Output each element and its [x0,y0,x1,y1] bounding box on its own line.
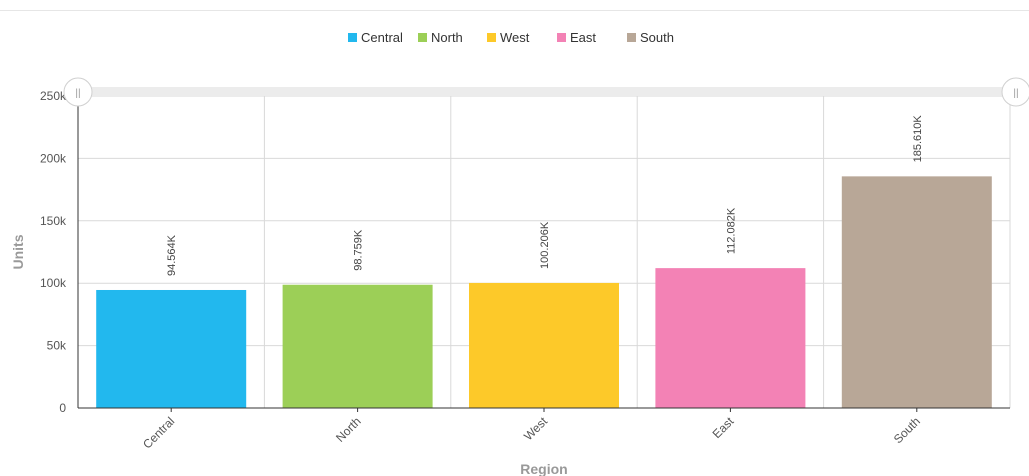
legend-label: South [640,29,674,45]
legend-swatch [627,32,636,42]
data-label: 185.610K [912,115,924,163]
legend-swatch [348,32,357,42]
y-tick-label: 100k [40,276,67,290]
legend-item-south[interactable]: South [627,28,674,46]
legend-swatch [487,32,496,42]
top-divider [0,10,1029,11]
y-axis-label: Units [10,234,26,269]
handle-circle[interactable] [1001,77,1029,107]
bar-south[interactable] [841,176,992,408]
legend-label: West [500,29,530,45]
data-label: 100.206K [539,221,551,269]
y-tick-label: 250k [40,89,67,103]
grip-icon: || [1013,88,1018,99]
x-tick-label: North [333,414,364,445]
legend-label: East [570,29,597,45]
legend-swatch [557,32,566,42]
handle-circle[interactable] [63,77,93,107]
bar-north[interactable] [282,284,433,408]
x-tick-label: South [891,414,923,446]
y-tick-labels: 0 50k 100k 150k 200k 250k [40,89,67,415]
data-labels: 94.564K 98.759K 100.206K 112.082K 185.610K [166,115,924,276]
bar-east[interactable] [655,268,806,408]
data-label: 94.564K [166,234,178,276]
x-tick-label: Central [140,414,177,451]
bars [96,176,992,408]
x-tick-labels: Central North West East South [140,408,923,451]
x-tick-label: East [710,414,737,441]
legend-label: North [431,29,463,45]
grip-icon: || [75,88,80,99]
legend-item-central[interactable]: Central [348,28,403,46]
y-tick-label: 150k [40,214,67,228]
bar-west[interactable] [469,282,619,408]
y-tick-label: 50k [47,339,67,353]
y-tick-label: 200k [40,151,67,165]
scrollbar-track[interactable] [78,87,1016,96]
chart-legend: Central North West East South [0,28,1029,46]
range-scrollbar[interactable]: || || [63,77,1029,107]
data-label: 98.759K [353,229,365,271]
bar-central[interactable] [96,289,247,408]
legend-item-west[interactable]: West [487,28,529,46]
x-tick-label: West [521,414,551,444]
scroll-handle-left[interactable]: || [63,77,93,107]
y-tick-label: 0 [59,401,66,415]
legend-label: Central [361,29,403,45]
legend-swatch [418,32,427,42]
data-label: 112.082K [725,207,737,254]
scroll-handle-right[interactable]: || [1001,77,1029,107]
legend-item-east[interactable]: East [557,28,596,46]
x-axis-label: Region [520,461,567,476]
legend-item-north[interactable]: North [418,28,463,46]
